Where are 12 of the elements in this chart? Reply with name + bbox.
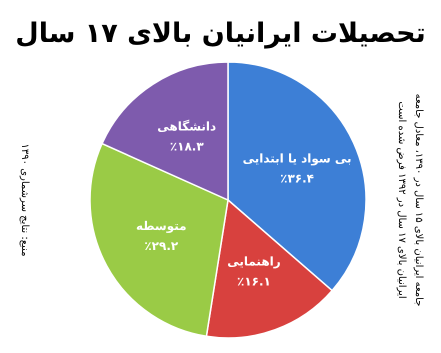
- data-label: ٪۱۶.۱: [237, 274, 271, 288]
- text: جامعه ایرانیان بالای ۱۵ سال در ۱۳۹۰، معادل جامعه: [413, 94, 424, 306]
- text: ایرانیان بالای ۱۷ سال در ۱۳۹۲ فرض شده است: [396, 101, 407, 299]
- slice-label: دانشگاهی: [157, 119, 216, 134]
- data-label: ٪۱۸.۳: [170, 139, 204, 154]
- text: منبع: نتایج سرشماری ۱۳۹۰: [19, 144, 30, 256]
- data-label: ٪۲۹.۲: [144, 239, 179, 254]
- data-label: ٪۳۶.۴: [280, 172, 314, 186]
- chart-title: تحصیلات ایرانیان بالای ۱۷ سال: [15, 18, 426, 49]
- slice-label: بی سواد یا ابتدایی: [242, 152, 352, 166]
- slice-label: راهنمایی: [227, 254, 281, 268]
- slice-label: متوسطه: [136, 219, 187, 234]
